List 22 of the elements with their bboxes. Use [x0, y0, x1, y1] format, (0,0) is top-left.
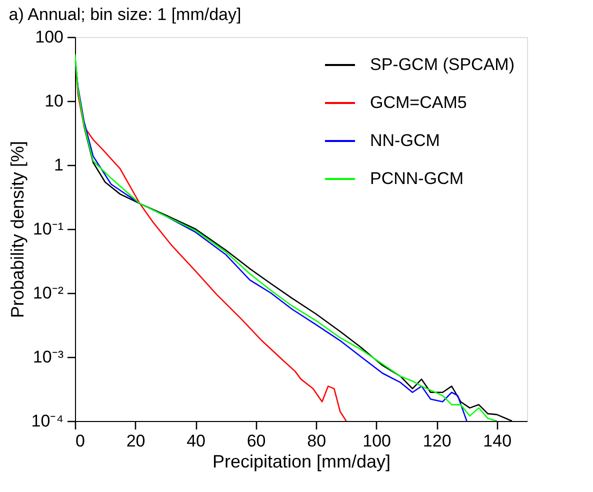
x-axis-title: Precipitation [mm/day] — [212, 452, 391, 472]
y-axis-title: Probability density [%] — [7, 140, 28, 318]
y-tick-label: 10⁻³ — [32, 348, 64, 366]
x-tick-label: 100 — [362, 432, 392, 450]
x-tick-label: 40 — [186, 432, 206, 450]
x-tick-label: 80 — [307, 432, 326, 450]
x-tick-label: 140 — [483, 432, 512, 450]
legend-label: NN-GCM — [370, 131, 440, 150]
legend-label: PCNN-GCM — [370, 169, 464, 188]
y-tick-label: 10⁻⁴ — [31, 412, 64, 430]
y-tick-label: 1 — [54, 156, 64, 174]
legend-label: SP-GCM (SPCAM) — [370, 55, 514, 74]
y-tick-label: 10⁻² — [32, 284, 64, 302]
x-tick-label: 120 — [422, 432, 452, 450]
x-tick-label: 60 — [246, 432, 266, 450]
x-tick-label: 20 — [126, 432, 146, 450]
y-tick-label: 100 — [35, 28, 64, 46]
chart-title: a) Annual; bin size: 1 [mm/day] — [8, 5, 242, 24]
x-tick-label: 0 — [76, 432, 85, 450]
legend-label: GCM=CAM5 — [370, 93, 467, 112]
y-tick-label: 10⁻¹ — [32, 220, 64, 238]
y-tick-label: 10 — [44, 92, 64, 110]
